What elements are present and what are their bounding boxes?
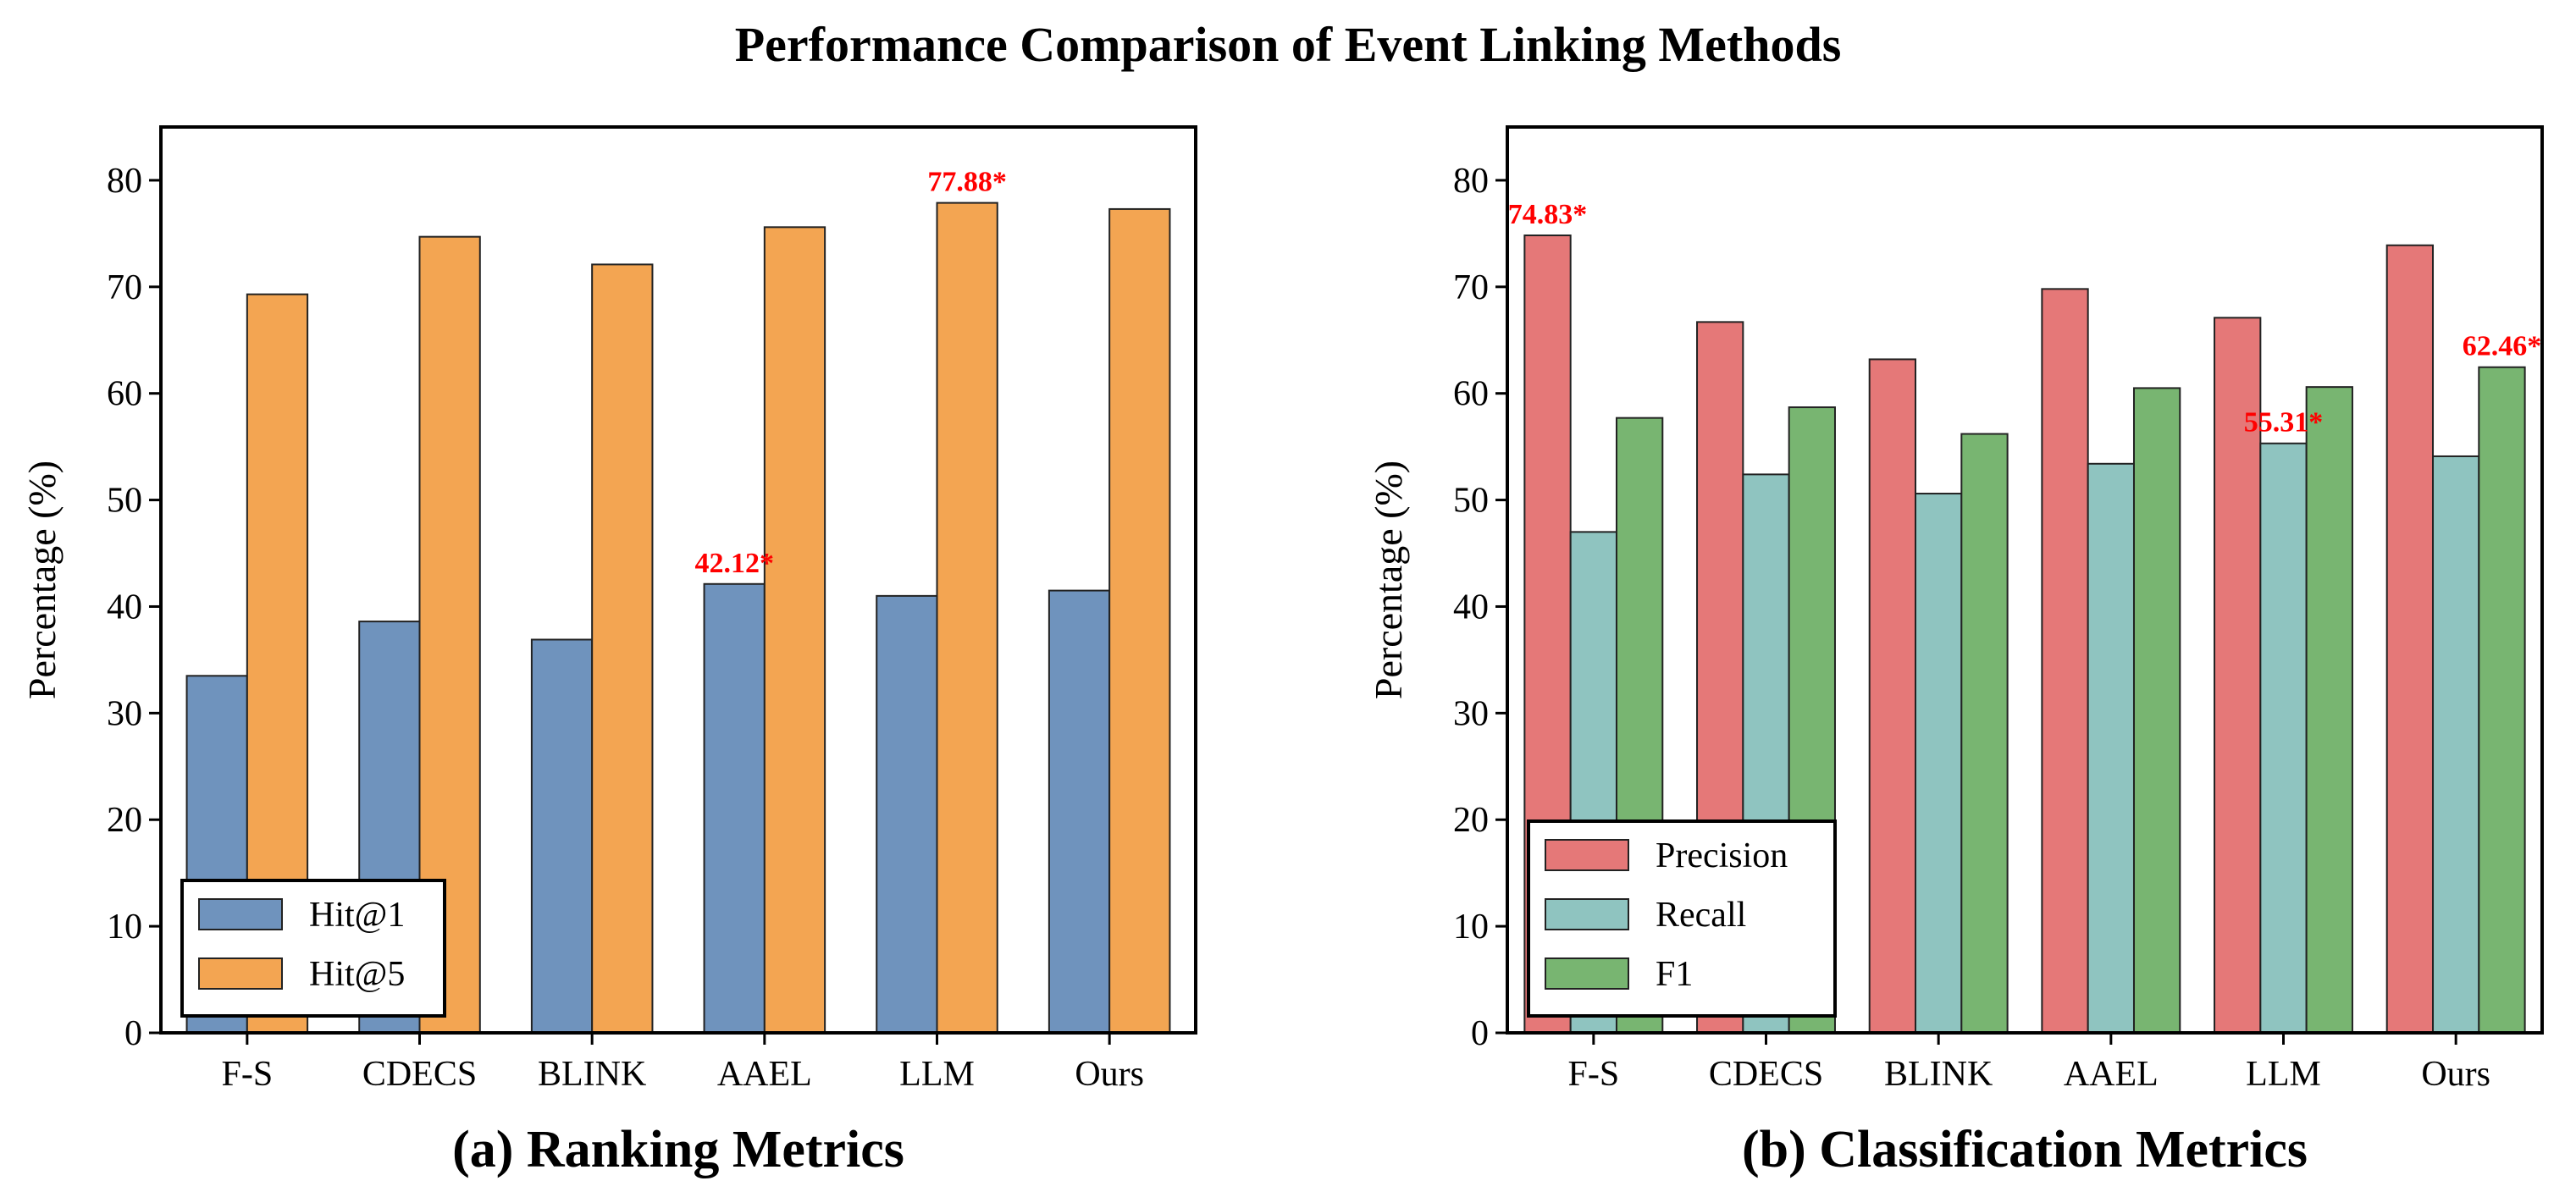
x-tick-label: CDECS xyxy=(1709,1055,1823,1094)
best-value-annotation: 77.88* xyxy=(927,167,1007,198)
legend-swatch xyxy=(1545,898,1629,930)
best-value-annotation: 74.83* xyxy=(1508,199,1588,230)
subplot-title: (b) Classification Metrics xyxy=(1742,1121,2308,1178)
bar-hit5-aael xyxy=(763,226,826,1034)
y-tick-label: 0 xyxy=(124,1014,142,1053)
y-tick-label: 30 xyxy=(1453,694,1489,733)
x-tick-label: AAEL xyxy=(2064,1055,2159,1094)
legend-swatch xyxy=(198,898,283,930)
bar-f1-aael xyxy=(2132,387,2181,1035)
y-tick-label: 80 xyxy=(107,162,142,201)
axes-frame xyxy=(1506,125,2544,1035)
ranking-metrics-panel: 0 10 20 30 40 50 60 70 80 F-S CDECS BLINK AAEL LLM Our… xyxy=(20,125,1197,1178)
bar-hit5-blink xyxy=(591,263,654,1034)
legend: Precision Recall F1 xyxy=(1527,819,1837,1018)
legend-swatch xyxy=(1545,957,1629,990)
subplot-title: (a) Ranking Metrics xyxy=(452,1121,904,1178)
bar-precision-aael xyxy=(2041,288,2089,1034)
y-axis-label: Percentage (%) xyxy=(1367,461,1410,699)
y-tick-label: 50 xyxy=(1453,482,1489,521)
y-tick-label: 20 xyxy=(107,801,142,840)
y-tick-label: 80 xyxy=(1453,162,1489,201)
legend-swatch xyxy=(198,957,283,990)
bar-hit1-llm xyxy=(876,594,938,1034)
x-tick-label: Ours xyxy=(1075,1055,1144,1094)
bar-precision-ours xyxy=(2385,244,2435,1034)
best-value-annotation: 42.12* xyxy=(694,548,774,579)
figure-title: Performance Comparison of Event Linking … xyxy=(735,17,1842,72)
x-tick-label: LLM xyxy=(2246,1055,2321,1094)
bar-f1-ours xyxy=(2478,366,2526,1034)
y-tick-label: 30 xyxy=(107,694,142,733)
y-tick-label: 70 xyxy=(107,268,142,307)
bar-hit1-blink xyxy=(530,638,594,1035)
x-tick-label: CDECS xyxy=(362,1055,477,1094)
y-tick-label: 40 xyxy=(107,588,142,626)
best-value-annotation: 62.46* xyxy=(2463,331,2542,362)
y-tick-label: 20 xyxy=(1453,801,1489,840)
bar-f1-blink xyxy=(1960,433,2009,1034)
bar-precision-llm xyxy=(2214,317,2262,1034)
bar-f1-llm xyxy=(2305,386,2353,1034)
x-tick-label: F-S xyxy=(221,1055,273,1094)
bar-hit5-ours xyxy=(1108,207,1171,1035)
bar-recall-llm xyxy=(2259,442,2308,1034)
axes-frame xyxy=(159,125,1197,1035)
x-tick-label: LLM xyxy=(899,1055,975,1094)
bar-hit1-ours xyxy=(1048,589,1111,1034)
y-tick-label: 10 xyxy=(1453,908,1489,946)
bar-recall-blink xyxy=(1915,493,1963,1034)
y-tick-label: 50 xyxy=(107,482,142,521)
legend-label: Precision xyxy=(1656,836,1788,875)
x-tick-label: Ours xyxy=(2421,1055,2490,1094)
bar-hit5-llm xyxy=(936,201,998,1034)
bar-hit1-aael xyxy=(703,582,766,1034)
legend: Hit@1 Hit@5 xyxy=(180,879,446,1018)
legend-swatch xyxy=(1545,839,1629,871)
y-axis-label: Percentage (%) xyxy=(20,461,64,699)
x-tick-label: BLINK xyxy=(1884,1055,1993,1094)
bar-recall-ours xyxy=(2432,455,2480,1034)
bar-recall-aael xyxy=(2087,462,2135,1034)
legend-label: Hit@5 xyxy=(309,955,405,994)
y-tick-label: 60 xyxy=(107,375,142,414)
y-tick-label: 0 xyxy=(1471,1014,1489,1053)
legend-label: F1 xyxy=(1656,955,1693,994)
y-tick-label: 10 xyxy=(107,908,142,946)
y-tick-label: 70 xyxy=(1453,268,1489,307)
y-tick-label: 60 xyxy=(1453,375,1489,414)
bar-precision-blink xyxy=(1868,358,1917,1034)
y-tick-label: 40 xyxy=(1453,588,1489,626)
x-tick-label: BLINK xyxy=(538,1055,646,1094)
x-tick-label: F-S xyxy=(1567,1055,1619,1094)
legend-label: Recall xyxy=(1656,896,1746,935)
x-tick-label: AAEL xyxy=(717,1055,812,1094)
legend-label: Hit@1 xyxy=(309,896,405,935)
classification-metrics-panel: 0 10 20 30 40 50 60 70 80 F-S CDECS BLINK AAEL LLM Our… xyxy=(1367,125,2544,1178)
best-value-annotation: 55.31* xyxy=(2244,407,2324,439)
